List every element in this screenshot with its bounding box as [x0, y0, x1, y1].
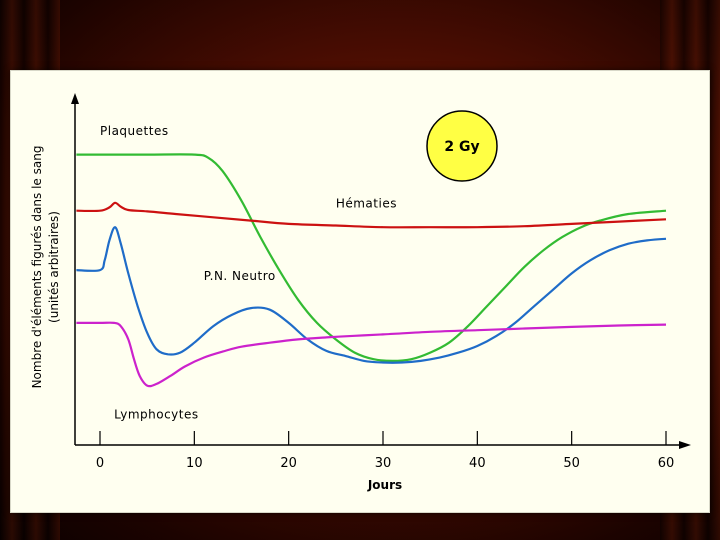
series-label-h-maties: Hématies: [336, 196, 397, 210]
blood-cells-chart: 0 10 20 30 40 50 60 Plaquettes Hématies P.N. Neu…: [30, 93, 691, 492]
dose-badge-circle: [426, 110, 498, 182]
x-tick-label-20: 20: [280, 456, 297, 471]
series-label-plaquettes: Plaquettes: [100, 124, 169, 138]
x-tick-label-0: 0: [96, 456, 104, 471]
series-line-lymphocytes: [76, 321, 667, 388]
series-labels: Plaquettes Hématies P.N. Neutro Lymphocytes: [100, 124, 397, 422]
series-line-plaquettes: [76, 153, 667, 362]
series-label-p-n-neutro: P.N. Neutro: [204, 269, 276, 283]
chart-panel: 0 10 20 30 40 50 60 Plaquettes Hématies P.N. Neu…: [10, 70, 710, 513]
y-axis-label-line1: Nombre d'éléments figurés dans le sang: [30, 146, 44, 389]
series-line-p-n-neutro: [76, 226, 667, 364]
curves: [76, 153, 667, 388]
y-axis-arrow: [71, 93, 79, 104]
series-line-h-maties: [76, 201, 667, 229]
dose-badge-label: 2 Gy: [444, 139, 479, 155]
axes: 0 10 20 30 40 50 60: [71, 93, 691, 471]
y-axis-label-line2: (unités arbitraires): [47, 211, 61, 323]
dose-badge: 2 Gy: [426, 110, 498, 182]
x-axis-arrow: [679, 441, 691, 449]
x-tick-label-60: 60: [658, 456, 675, 471]
x-tick-label-40: 40: [469, 456, 486, 471]
series-label-lymphocytes: Lymphocytes: [114, 408, 198, 422]
x-tick-label-50: 50: [563, 456, 580, 471]
x-tick-label-30: 30: [375, 456, 392, 471]
x-tick-label-10: 10: [186, 456, 203, 471]
x-axis-label: Jours: [367, 478, 402, 492]
